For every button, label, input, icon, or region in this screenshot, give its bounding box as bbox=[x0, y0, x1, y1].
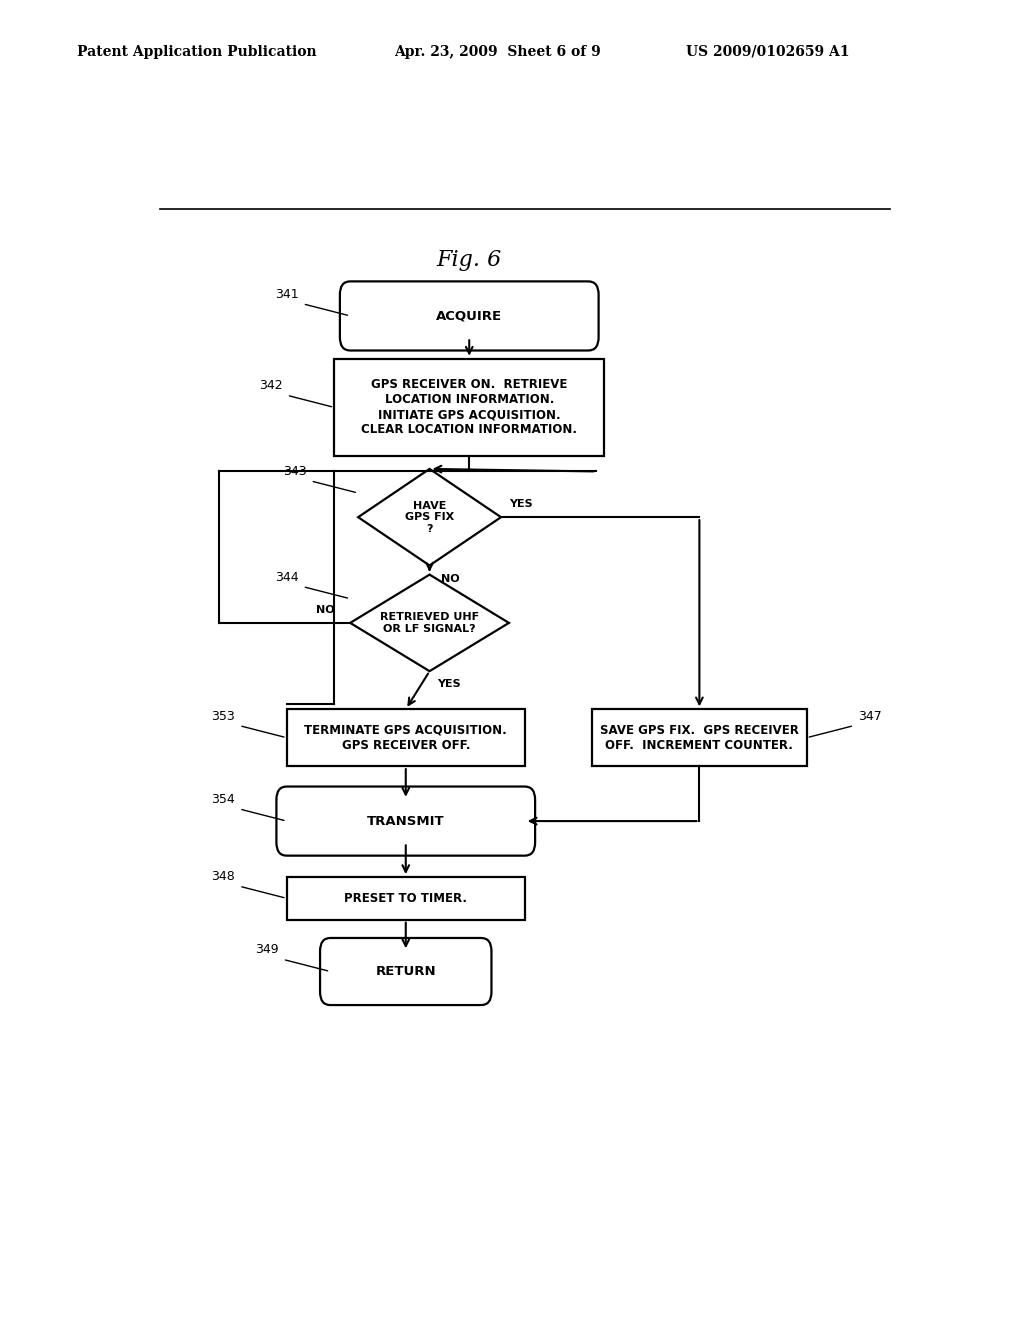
Polygon shape bbox=[350, 574, 509, 671]
Text: 342: 342 bbox=[259, 379, 283, 392]
Text: SAVE GPS FIX.  GPS RECEIVER
OFF.  INCREMENT COUNTER.: SAVE GPS FIX. GPS RECEIVER OFF. INCREMEN… bbox=[600, 723, 799, 752]
Text: 344: 344 bbox=[275, 570, 299, 583]
Text: RETRIEVED UHF
OR LF SIGNAL?: RETRIEVED UHF OR LF SIGNAL? bbox=[380, 612, 479, 634]
Text: 341: 341 bbox=[275, 288, 299, 301]
FancyBboxPatch shape bbox=[276, 787, 536, 855]
Text: Apr. 23, 2009  Sheet 6 of 9: Apr. 23, 2009 Sheet 6 of 9 bbox=[394, 45, 601, 59]
Text: HAVE
GPS FIX
?: HAVE GPS FIX ? bbox=[404, 500, 455, 533]
Text: 354: 354 bbox=[211, 793, 236, 805]
Text: Fig. 6: Fig. 6 bbox=[436, 249, 502, 271]
Bar bbox=[287, 709, 525, 766]
Text: NO: NO bbox=[315, 605, 334, 615]
FancyBboxPatch shape bbox=[340, 281, 599, 351]
Text: YES: YES bbox=[437, 680, 461, 689]
Bar bbox=[334, 359, 604, 457]
Text: TERMINATE GPS ACQUISITION.
GPS RECEIVER OFF.: TERMINATE GPS ACQUISITION. GPS RECEIVER … bbox=[304, 723, 507, 752]
Text: PRESET TO TIMER.: PRESET TO TIMER. bbox=[344, 892, 467, 904]
Text: GPS RECEIVER ON.  RETRIEVE
LOCATION INFORMATION.
INITIATE GPS ACQUISITION.
CLEAR: GPS RECEIVER ON. RETRIEVE LOCATION INFOR… bbox=[361, 379, 578, 437]
Text: NO: NO bbox=[441, 574, 460, 583]
Text: 347: 347 bbox=[858, 710, 882, 722]
Text: 348: 348 bbox=[211, 870, 236, 883]
Text: RETURN: RETURN bbox=[376, 965, 436, 978]
Polygon shape bbox=[358, 469, 501, 565]
Text: 343: 343 bbox=[283, 465, 306, 478]
Text: Patent Application Publication: Patent Application Publication bbox=[77, 45, 316, 59]
Text: US 2009/0102659 A1: US 2009/0102659 A1 bbox=[686, 45, 850, 59]
Bar bbox=[287, 876, 525, 920]
Text: 353: 353 bbox=[211, 710, 236, 722]
Text: YES: YES bbox=[509, 499, 532, 510]
Text: ACQUIRE: ACQUIRE bbox=[436, 309, 503, 322]
Text: TRANSMIT: TRANSMIT bbox=[367, 814, 444, 828]
Text: 349: 349 bbox=[255, 944, 279, 956]
FancyBboxPatch shape bbox=[321, 939, 492, 1005]
Bar bbox=[592, 709, 807, 766]
